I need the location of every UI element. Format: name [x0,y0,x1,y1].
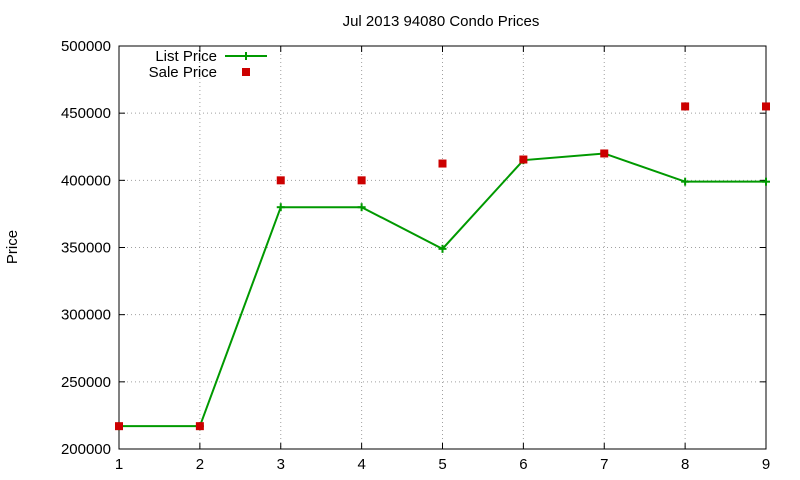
list-price-point [438,244,447,253]
sale-price-point [600,149,609,158]
series-layer [115,102,770,431]
sale-price-point [276,176,285,185]
legend-item-0: List Price [155,48,267,65]
x-tick-label: 9 [762,456,770,473]
y-tick-label: 200000 [61,441,111,458]
y-tick-label: 350000 [61,240,111,257]
list-price-point [276,203,285,212]
series-list-price [115,149,770,431]
sale-price-point [195,422,204,431]
y-tick-label: 500000 [61,38,111,55]
y-tick-label: 250000 [61,374,111,391]
list-price-point [681,177,690,186]
x-tick-label: 2 [196,456,204,473]
x-tick-label: 8 [681,456,689,473]
sale-price-point [681,102,690,111]
sale-price-point [519,155,528,164]
legend-label: Sale Price [149,64,217,81]
sale-price-point [438,159,447,168]
x-tick-label: 4 [357,456,365,473]
x-tick-label: 6 [519,456,527,473]
y-tick-label: 300000 [61,307,111,324]
x-tick-label: 5 [438,456,446,473]
axis-ticks: 1 2 3 4 5 6 7 8 9 200000 250000 300000 350000 400000 4… [61,38,770,473]
list-price-point [357,203,366,212]
x-tick-label: 3 [277,456,285,473]
x-tick-label: 1 [115,456,123,473]
list-price-point [762,177,770,186]
legend-label: List Price [155,48,217,65]
sale-price-point [762,102,770,111]
x-tick-label: 7 [600,456,608,473]
y-tick-label: 450000 [61,105,111,122]
sale-price-point [115,422,123,431]
legend-item-1: Sale Price [149,64,250,81]
legend-point-sample [242,68,250,76]
chart-title: Jul 2013 94080 Condo Prices [343,13,540,30]
sale-price-point [357,176,366,185]
y-axis-label: Price [4,230,21,264]
y-tick-label: 400000 [61,172,111,189]
series-sale-price [115,102,770,431]
